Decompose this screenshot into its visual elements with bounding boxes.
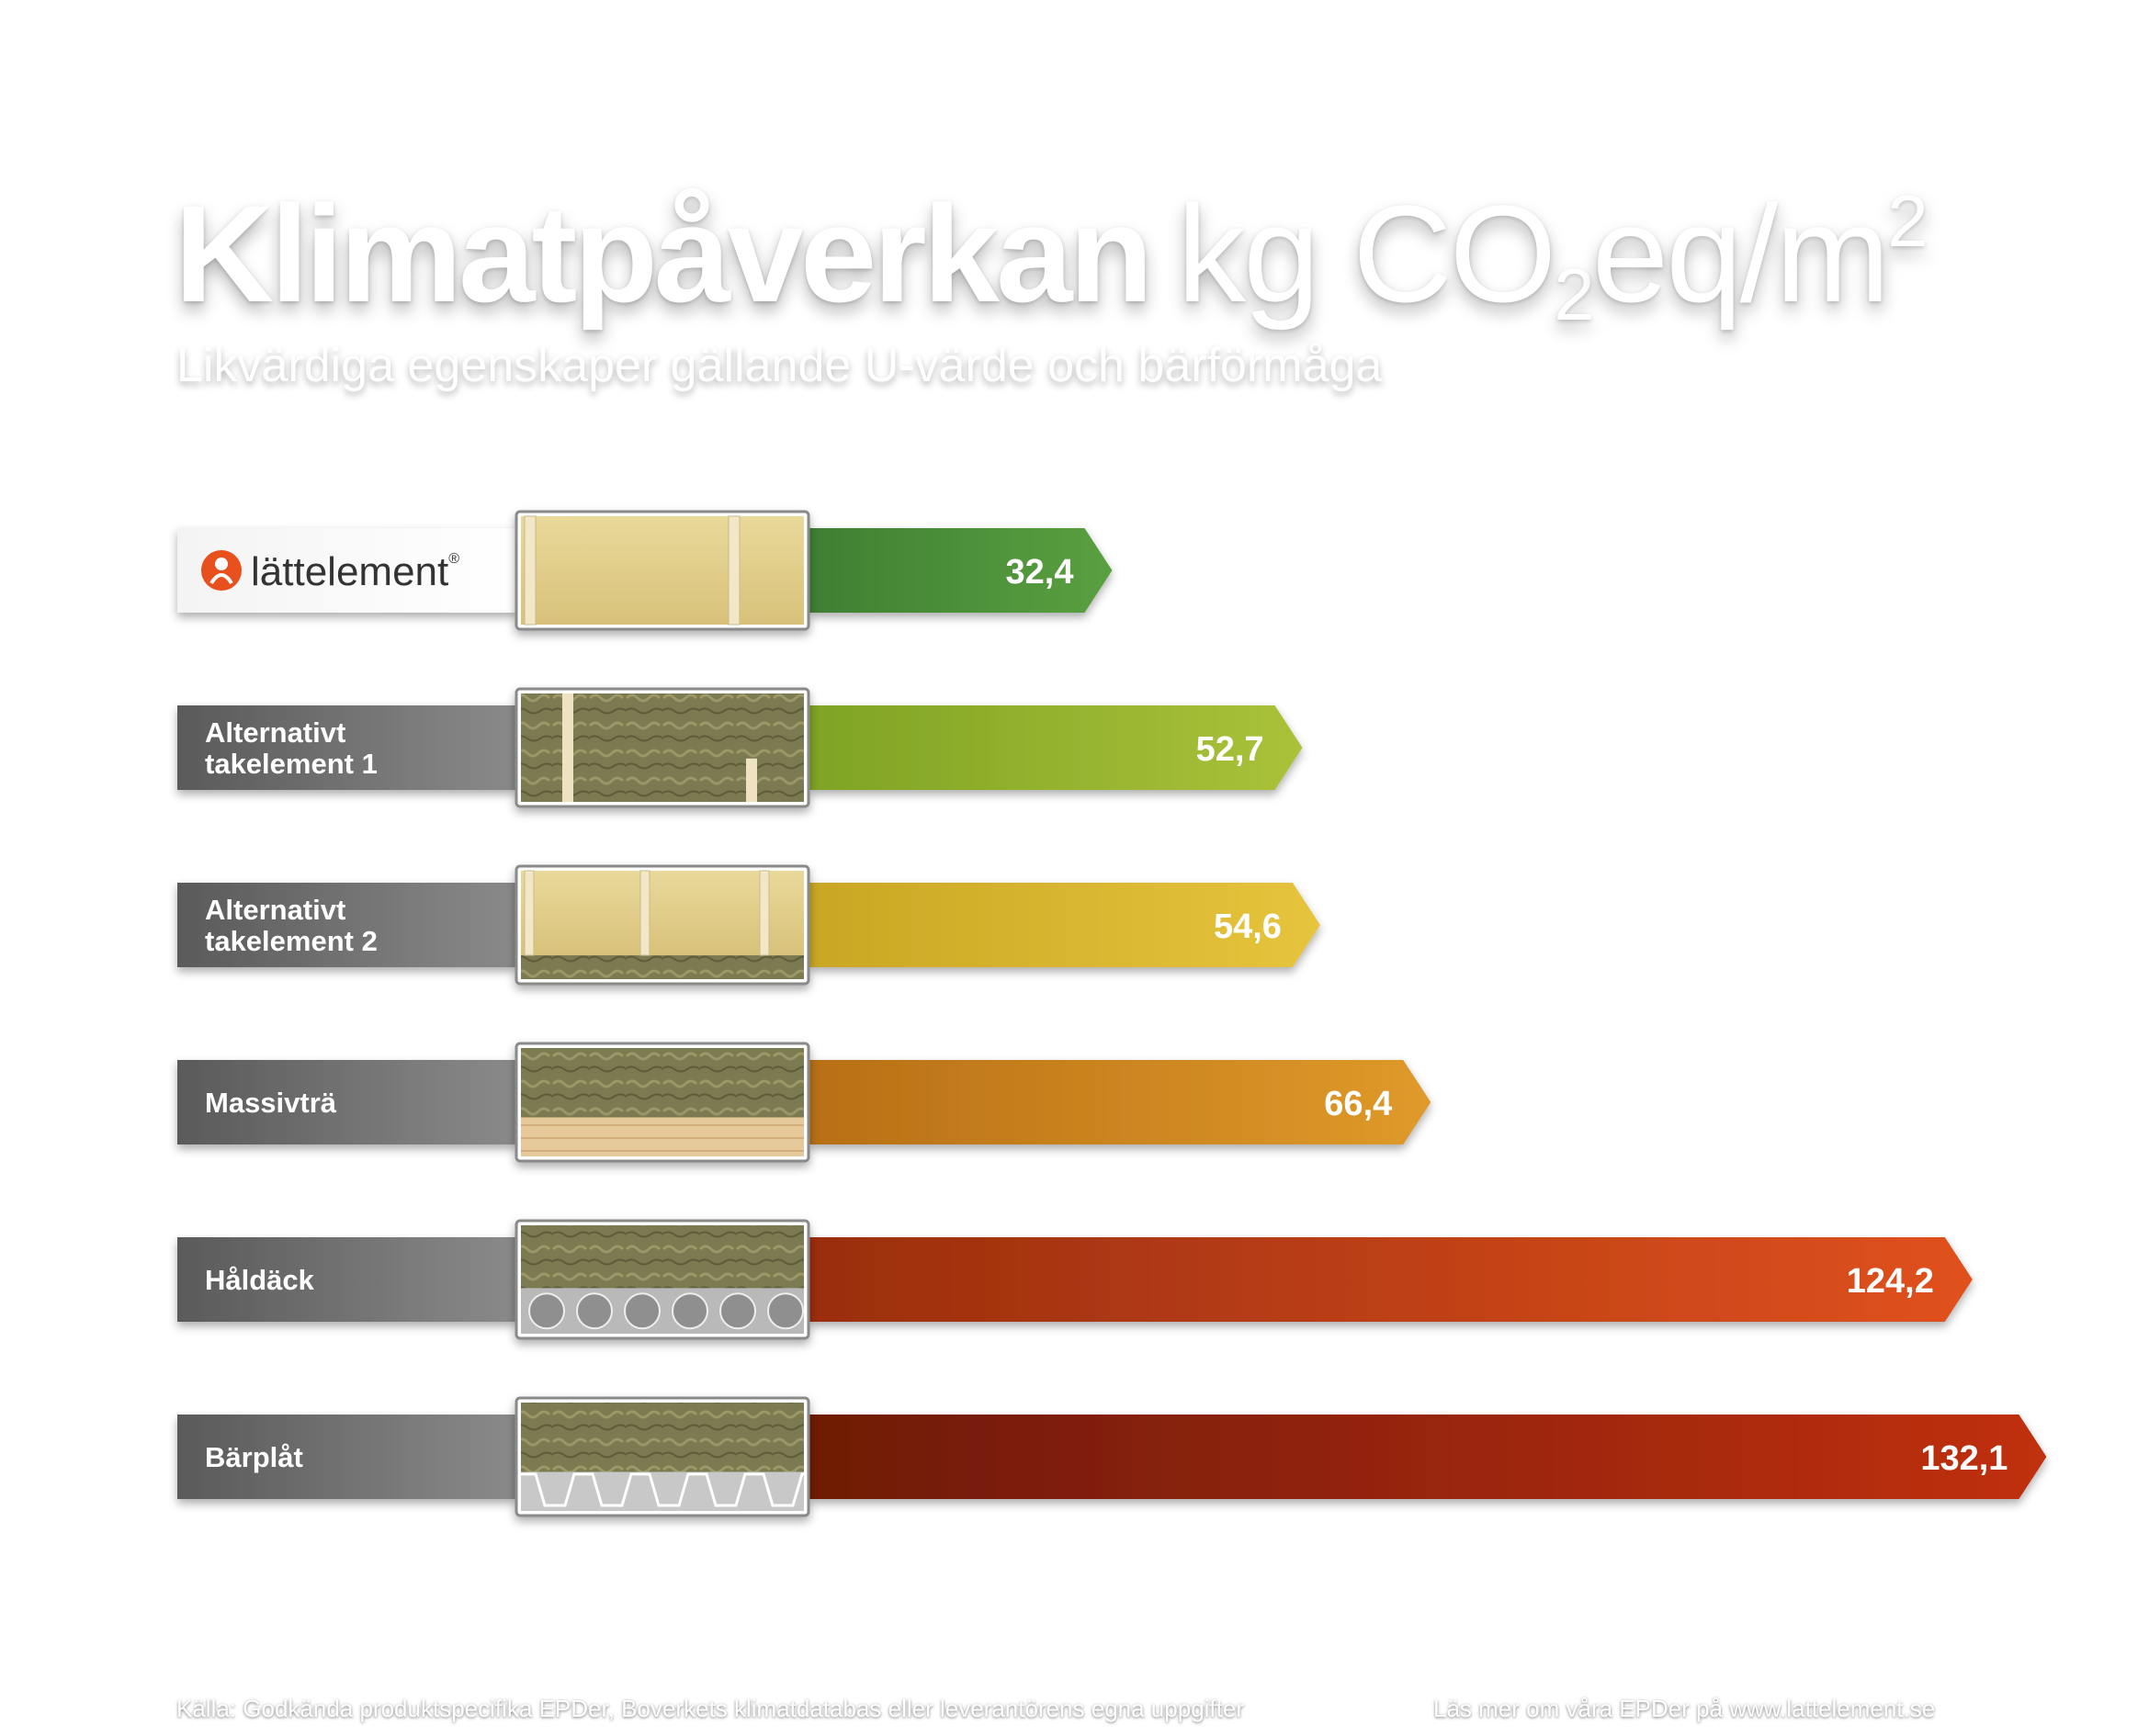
wood-fill — [521, 871, 804, 956]
brand-mark: ® — [448, 551, 459, 567]
bar-row-1: 32,4 lättelement® — [177, 510, 1113, 631]
category-label: Massivträ — [205, 1087, 337, 1119]
chart-title: Klimatpåverkan kg CO2eq/m2 — [175, 175, 1928, 337]
cross-section-box-panel — [515, 864, 810, 986]
hollow-core — [767, 1292, 804, 1330]
bar — [809, 705, 1303, 790]
value-label: 132,1 — [1920, 1439, 2008, 1478]
bar-row-5: 124,2 Håldäck — [177, 1219, 1973, 1340]
title-unit-mid: eq/m — [1591, 176, 1890, 331]
bar — [809, 1237, 1973, 1322]
insulation-fill — [521, 1048, 804, 1118]
bar — [809, 528, 1113, 613]
title-unit: kg CO2eq/m2 — [1177, 176, 1928, 335]
category-label: Alternativt — [205, 716, 345, 749]
title-unit-prefix: kg CO — [1177, 176, 1556, 331]
brand-name: lättelement® — [251, 549, 459, 594]
category-label-box — [177, 705, 517, 790]
cross-section-lattelement — [515, 510, 810, 631]
footer-link[interactable]: Läs mer om våra EPDer på www.lattelement… — [1433, 1695, 1936, 1722]
brand-logo-icon-body — [209, 573, 233, 585]
cross-section-steel-deck — [515, 1396, 810, 1517]
timber-stud — [524, 870, 535, 956]
timber-stud — [639, 870, 650, 956]
cross-section-clt — [515, 1042, 810, 1163]
value-label: 54,6 — [1214, 907, 1282, 946]
wood-fill — [521, 516, 804, 625]
category-label: Bärplåt — [205, 1441, 303, 1473]
insulation-fill — [521, 1403, 804, 1472]
bar-row-4: 66,4 Massivträ — [177, 1042, 1431, 1163]
value-label: 124,2 — [1847, 1262, 1934, 1301]
bar-row-6: 132,1 Bärplåt — [177, 1396, 2047, 1517]
concrete-fill — [521, 1288, 804, 1334]
category-label-box — [177, 883, 517, 967]
timber-rib — [746, 758, 757, 802]
category-label: Alternativt — [205, 894, 345, 926]
bar — [809, 883, 1320, 967]
category-label: Håldäck — [205, 1264, 315, 1296]
steel-profile — [521, 1472, 804, 1507]
timber-stud — [759, 870, 770, 956]
title-unit-sub: 2 — [1554, 254, 1594, 335]
value-label: 32,4 — [1006, 553, 1074, 592]
category-label: takelement 2 — [205, 925, 378, 957]
hollow-core — [576, 1292, 613, 1330]
hollow-core — [672, 1292, 708, 1330]
timber-rib — [562, 693, 573, 802]
value-label: 66,4 — [1324, 1085, 1392, 1123]
bar — [809, 1415, 2047, 1499]
cross-section-rib-panel — [515, 687, 810, 808]
value-label: 52,7 — [1196, 730, 1264, 769]
category-label-box — [177, 1415, 517, 1499]
timber-stud — [728, 515, 741, 626]
category-label: takelement 1 — [205, 748, 378, 780]
insulation-fill — [521, 955, 804, 979]
category-label-box — [177, 1237, 517, 1322]
insulation-fill — [521, 1225, 804, 1289]
timber-stud — [524, 515, 537, 626]
hollow-core — [719, 1292, 756, 1330]
brand-logo-icon-head — [215, 558, 228, 570]
title-unit-sup: 2 — [1887, 180, 1928, 262]
hollow-core — [528, 1292, 565, 1330]
cross-section-hollowcore — [515, 1219, 810, 1340]
hollow-core — [624, 1292, 661, 1330]
category-label-box — [177, 1060, 517, 1144]
clt-fill — [521, 1117, 804, 1156]
title-main: Klimatpåverkan — [175, 176, 1153, 331]
chart-subtitle: Likvärdiga egenskaper gällande U-värde o… — [176, 339, 1383, 392]
footer-source: Källa: Godkända produktspecifika EPDer, … — [176, 1695, 1244, 1722]
bar — [809, 1060, 1431, 1144]
